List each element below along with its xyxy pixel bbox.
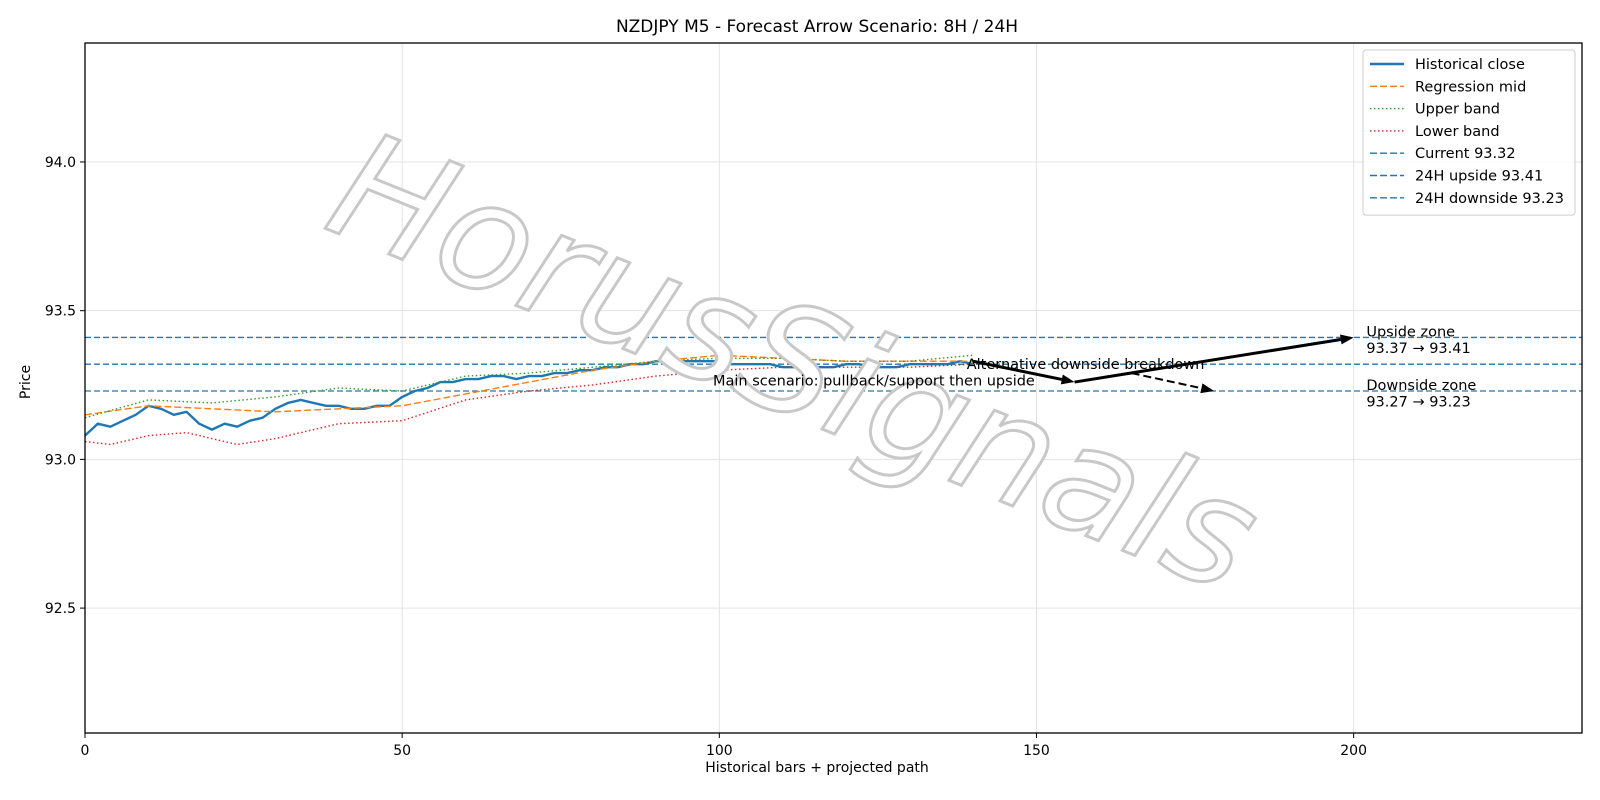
annotation-text: 93.27 → 93.23 (1366, 394, 1470, 410)
reference-lines (85, 336, 1582, 392)
series-line (84, 354, 974, 419)
y-tick-label: 93.0 (45, 452, 76, 468)
legend-label: Current 93.32 (1415, 146, 1516, 162)
x-tick-label: 100 (706, 743, 733, 759)
annotation-text: Main scenario: pullback/support then ups… (713, 374, 1035, 390)
x-tick-label: 50 (393, 743, 411, 759)
forecast-arrow-shaft (1131, 372, 1202, 390)
annotation-text: 93.37 → 93.41 (1366, 341, 1470, 357)
x-tick-label: 200 (1340, 743, 1367, 759)
chart-title: NZDJPY M5 - Forecast Arrow Scenario: 8H … (616, 17, 1018, 37)
forecast-arrow-head (1340, 334, 1354, 345)
legend-label: Lower band (1415, 124, 1500, 140)
legend-label: Upper band (1415, 102, 1500, 118)
annotation-text: Downside zone (1366, 378, 1476, 394)
x-tick-label: 0 (81, 743, 90, 759)
x-axis-label: Historical bars + projected path (705, 760, 929, 776)
y-tick-label: 94.0 (45, 155, 76, 171)
legend-box (1362, 49, 1576, 216)
legend-label: Historical close (1415, 57, 1525, 73)
legend-label: 24H upside 93.41 (1415, 169, 1543, 185)
grid (84, 43, 1582, 733)
series-line (84, 363, 974, 446)
legend-label: Regression mid (1415, 79, 1526, 95)
forecast-arrow-shaft (1074, 338, 1342, 384)
series-line (84, 354, 974, 416)
y-axis-label: Price (18, 365, 34, 399)
forecast-arrow-head (1200, 383, 1215, 394)
y-tick-label: 92.5 (45, 601, 76, 617)
series-lines (84, 354, 974, 446)
forecast-arrow-head (1060, 374, 1075, 385)
legend: Historical close Regression mid Upper band… (1362, 49, 1576, 216)
annotation-text: Upside zone (1366, 324, 1455, 340)
series-line (84, 360, 974, 437)
forecast-arrows (972, 334, 1354, 394)
x-tick-label: 150 (1023, 743, 1050, 759)
forecast-arrow-shaft (972, 359, 1063, 381)
annotations: Main scenario: pullback/support then ups… (713, 324, 1476, 410)
y-tick-label: 93.5 (45, 304, 76, 320)
axis-ticks: 0 50 100 150 200 92.5 93.0 93.5 94.0 (45, 155, 1367, 759)
legend-label: 24H downside 93.23 (1415, 191, 1564, 207)
plot-frame (84, 42, 1583, 734)
annotation-text: Alternative downside breakdown (967, 357, 1205, 373)
